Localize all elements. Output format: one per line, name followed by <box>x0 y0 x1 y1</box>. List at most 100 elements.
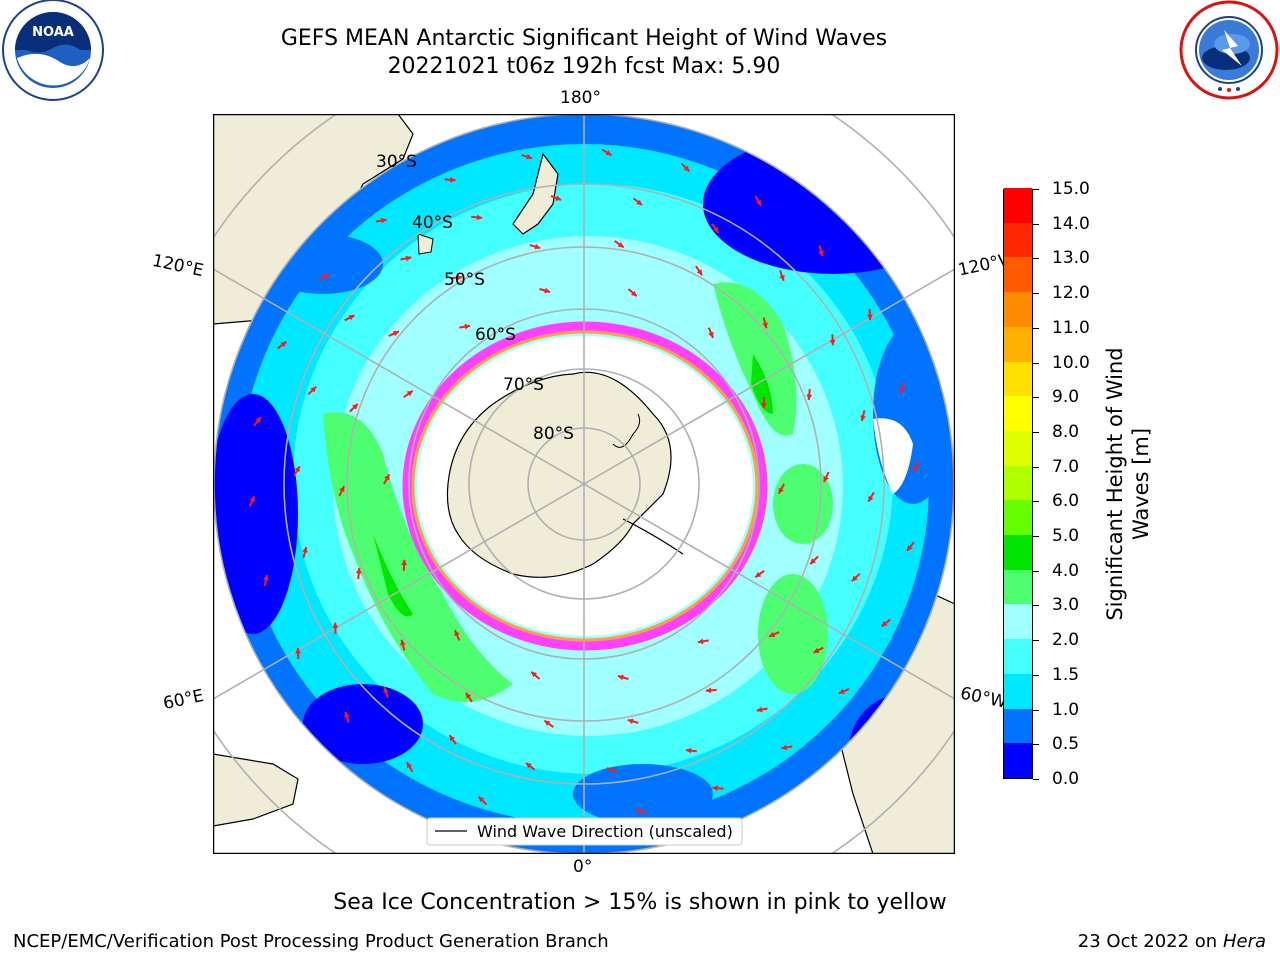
colorbar-tick-label: 9.0 <box>1052 387 1080 408</box>
sea-ice-caption: Sea Ice Concentration > 15% is shown in … <box>333 890 947 915</box>
wave-arrow-head <box>406 390 413 397</box>
wave-arrow-head <box>478 796 485 803</box>
wave-arrow-head <box>806 394 813 400</box>
chart-title: GEFS MEAN Antarctic Significant Height o… <box>280 26 888 51</box>
wave-arrow-head <box>813 647 820 653</box>
wave-arrow-head <box>899 387 905 394</box>
colorbar-tick-label: 2.0 <box>1052 630 1080 651</box>
colorbar-segment <box>1004 291 1032 327</box>
colorbar-tick-mark <box>1033 570 1039 572</box>
colorbar-tick-mark <box>1033 744 1039 746</box>
wave-arrow-head <box>249 496 255 503</box>
colorbar-segment <box>1004 222 1032 258</box>
wave-arrow-head <box>761 402 767 409</box>
colorbar-segment <box>1004 465 1032 501</box>
wave-arrow-head <box>383 687 389 694</box>
wave-arrow-head <box>606 767 613 773</box>
wave-arrow-head <box>263 574 269 581</box>
wave-arrow-head <box>708 331 714 338</box>
credit-branch: NCEP/EMC/Verification Post Processing Pr… <box>13 931 609 952</box>
colorbar-segment <box>1004 187 1032 223</box>
polar-map: Wind Wave Direction (unscaled) <box>213 114 955 854</box>
wave-arrow-head <box>456 274 463 281</box>
wave-arrow-head <box>781 744 788 751</box>
colorbar-tick-label: 10.0 <box>1052 352 1090 373</box>
colorbar-tick-label: 8.0 <box>1052 421 1080 442</box>
colorbar-tick-mark <box>1033 397 1039 399</box>
colorbar-tick-mark <box>1033 709 1039 711</box>
wave-arrow-head <box>762 322 768 329</box>
wave-arrow-head <box>401 559 407 566</box>
colorbar-segment <box>1004 569 1032 605</box>
wave-arrow-head <box>617 242 624 248</box>
wave-arrow-head <box>868 495 874 502</box>
lat-label-30s: 30°S <box>376 152 417 172</box>
colorbar-label: Significant Height of Wind Waves [m] <box>1103 347 1153 621</box>
wave-arrow-head <box>450 176 456 183</box>
colorbar-tick-label: 3.0 <box>1052 595 1080 616</box>
wave-arrow-head <box>555 195 562 201</box>
wave-arrow-head <box>778 487 784 494</box>
colorbar-segment <box>1004 361 1032 397</box>
wave-arrow-head <box>617 674 624 681</box>
wave-arrow-head <box>352 403 358 410</box>
colorbar-segment <box>1004 326 1032 362</box>
colorbar-segment <box>1004 708 1032 744</box>
colorbar-tick-mark <box>1033 605 1039 607</box>
lon-label-60e: 60°E <box>161 685 206 715</box>
wave-arrow-head <box>860 415 866 421</box>
colorbar-segment <box>1004 603 1032 640</box>
colorbar-tick-label: 13.0 <box>1052 248 1090 269</box>
wave-arrow-head <box>630 290 637 297</box>
lat-label-40s: 40°S <box>412 213 453 233</box>
wave-arrow-head <box>705 687 712 694</box>
colorbar-tick-label: 14.0 <box>1052 213 1090 234</box>
wave-arrow-head <box>302 547 308 553</box>
wave-arrow-head <box>544 287 551 294</box>
colorbar-tick-label: 6.0 <box>1052 491 1080 512</box>
wave-arrow-head <box>525 762 532 769</box>
colorbar-tick-label: 15.0 <box>1052 179 1090 199</box>
wave-arrow-head <box>384 474 390 481</box>
wave-arrow-head <box>526 153 532 160</box>
wave-arrow-head <box>339 486 345 493</box>
wave-arrow-head <box>454 630 460 637</box>
wave-arrow-head <box>531 671 538 678</box>
wave-arrow-head <box>907 545 913 551</box>
colorbar-tick-label: 1.5 <box>1052 664 1080 685</box>
host-name: Hera <box>1222 931 1266 952</box>
wave-arrow-head <box>310 386 317 393</box>
wave-arrow-head <box>697 638 704 645</box>
colorbar-segment <box>1004 534 1032 570</box>
wave-arrow-head <box>255 417 261 423</box>
wave-arrow-head <box>823 475 829 482</box>
colorbar-tick-label: 5.0 <box>1052 526 1080 547</box>
colorbar-segment <box>1004 430 1032 466</box>
colorbar-tick-mark <box>1033 362 1039 364</box>
wave-arrow-head <box>332 622 339 629</box>
wave-arrow-head <box>449 735 455 742</box>
colorbar-tick-mark <box>1033 501 1039 503</box>
colorbar-tick-label: 4.0 <box>1052 560 1080 581</box>
colorbar-tick-mark <box>1033 327 1039 329</box>
wave-arrow-head <box>534 243 541 250</box>
wave-arrow-head <box>838 688 845 694</box>
wave-arrow-head <box>544 720 551 726</box>
credit-date: 23 Oct 2022 on Hera <box>1077 931 1266 952</box>
colorbar <box>1003 187 1033 779</box>
wave-arrow-head <box>405 255 412 262</box>
wave-arrow-head <box>712 785 718 792</box>
colorbar-tick-mark <box>1033 674 1039 676</box>
wave-arrow-head <box>344 711 350 718</box>
colorbar-tick-mark <box>1033 779 1039 780</box>
colorbar-tick-mark <box>1033 640 1039 642</box>
sea-ice-edge <box>402 321 768 651</box>
lon-label-60w: 60°W <box>958 683 1008 713</box>
lon-label-0: 0° <box>573 857 593 877</box>
wave-arrow-head <box>636 199 643 206</box>
wave-arrow-head <box>755 571 762 578</box>
map-legend: Wind Wave Direction (unscaled) <box>426 817 743 846</box>
colorbar-tick-mark <box>1033 223 1039 225</box>
africa-land <box>213 753 299 827</box>
colorbar-tick-label: 1.0 <box>1052 699 1080 720</box>
